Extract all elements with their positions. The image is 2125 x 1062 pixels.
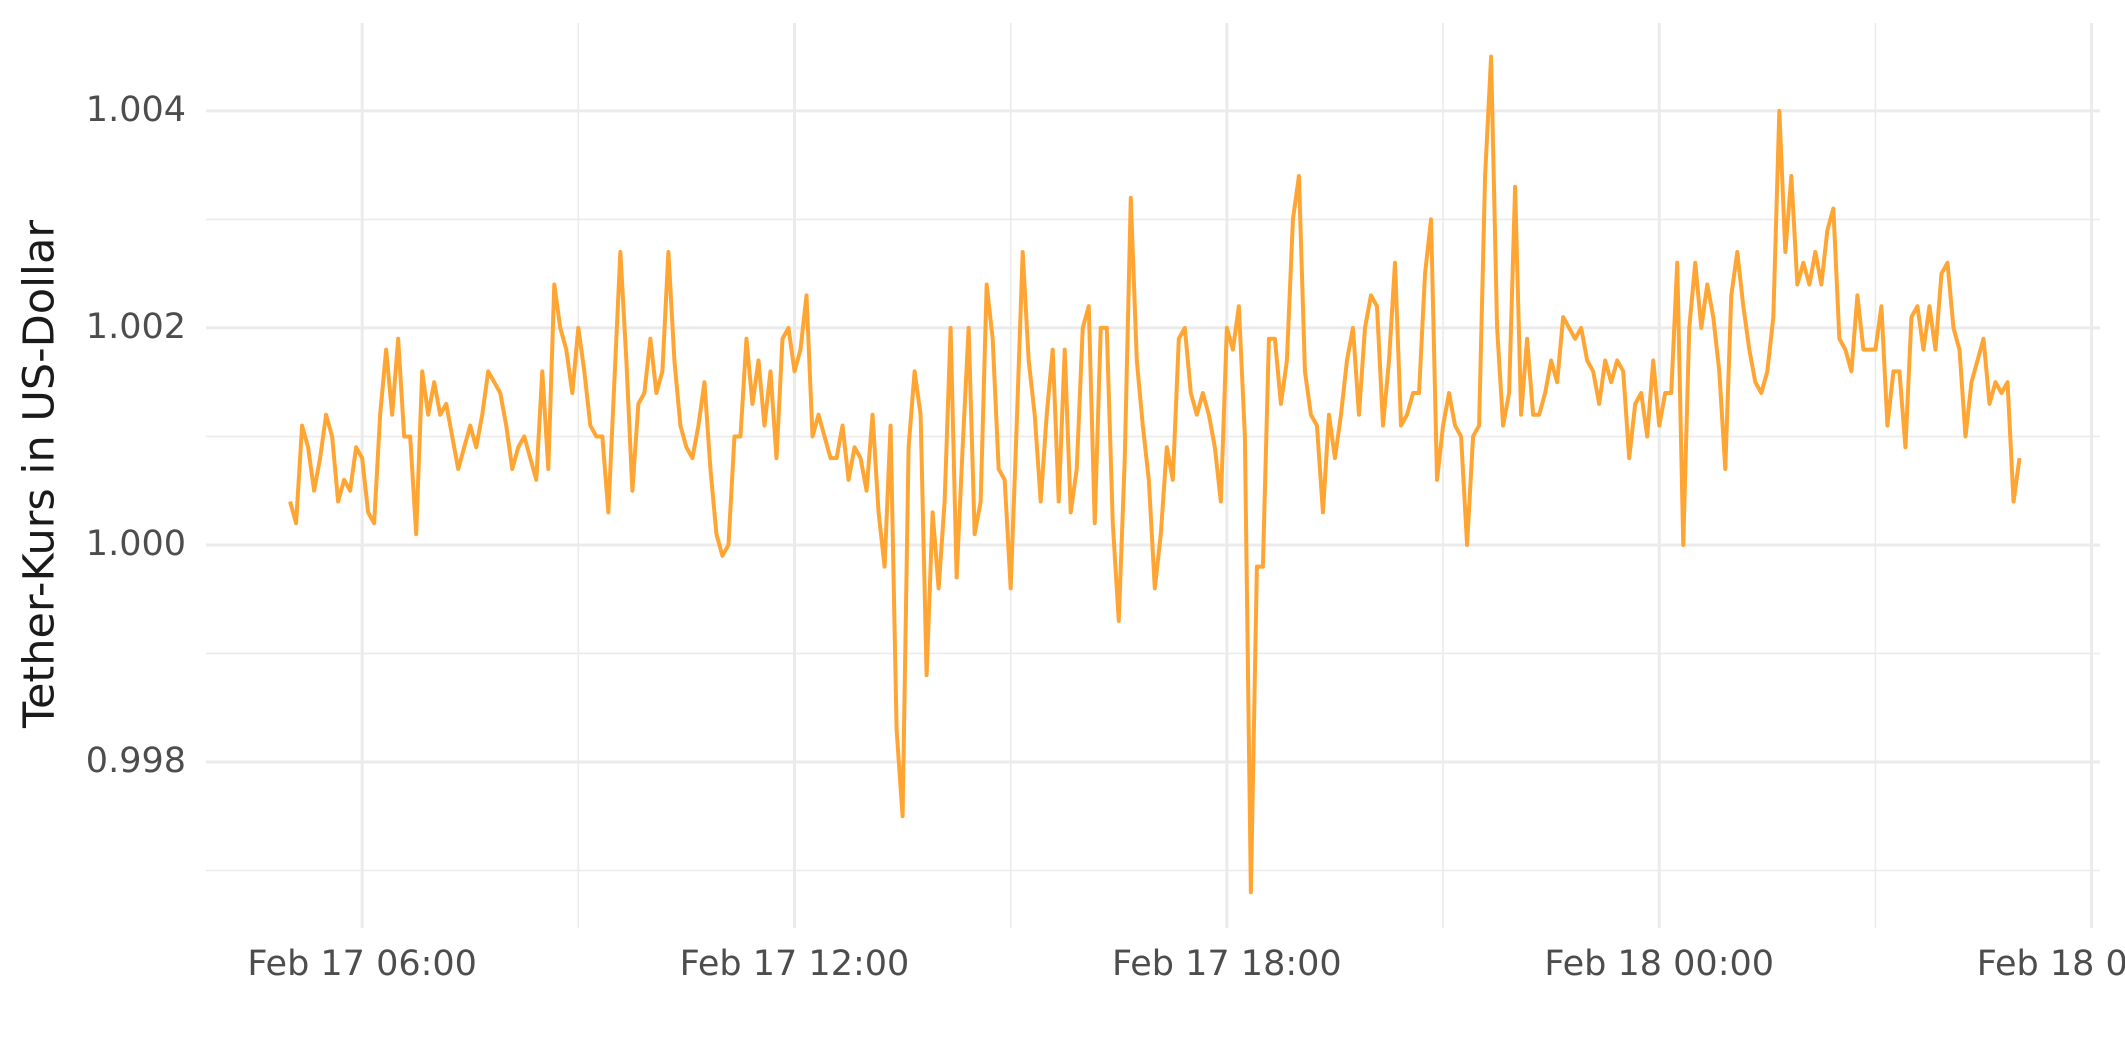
y-tick-label: 1.000 [86,524,186,564]
y-tick-label: 0.998 [86,741,186,781]
y-tick-label: 1.002 [86,307,186,347]
x-tick-label: Feb 17 12:00 [680,944,910,984]
y-axis-title: Tether-Kurs in US-Dollar [15,220,65,729]
x-tick-label: Feb 17 06:00 [247,944,477,984]
y-tick-label: 1.004 [86,90,186,130]
x-tick-label: Feb 17 18:00 [1112,944,1342,984]
grid [206,23,2100,928]
price-line [288,54,2022,895]
x-tick-label: Feb 18 06:00 [1977,944,2125,984]
x-tick-label: Feb 18 00:00 [1544,944,1774,984]
